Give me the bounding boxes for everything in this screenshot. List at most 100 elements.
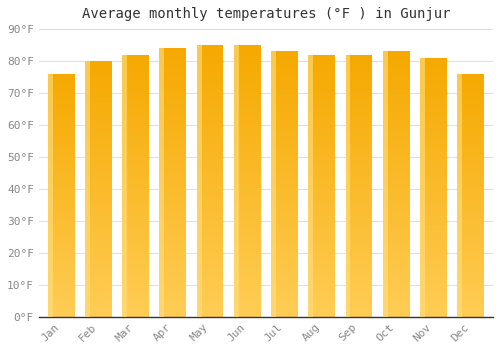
Bar: [271, 106, 298, 107]
Bar: [234, 84, 260, 86]
Bar: [196, 75, 224, 76]
Bar: [85, 263, 112, 264]
Bar: [122, 70, 149, 72]
Bar: [383, 203, 409, 204]
Bar: [346, 103, 372, 104]
Bar: [346, 102, 372, 103]
Bar: [160, 230, 186, 231]
Bar: [383, 151, 409, 152]
Bar: [308, 308, 335, 309]
Bar: [271, 277, 298, 278]
Bar: [346, 118, 372, 119]
Bar: [48, 121, 74, 122]
Bar: [346, 211, 372, 212]
Bar: [85, 253, 112, 254]
Bar: [234, 114, 260, 116]
Bar: [85, 286, 112, 287]
Bar: [196, 52, 224, 53]
Bar: [160, 124, 186, 125]
Bar: [85, 264, 112, 266]
Bar: [85, 281, 112, 282]
Bar: [122, 271, 149, 272]
Bar: [420, 301, 447, 302]
Bar: [420, 97, 447, 98]
Bar: [308, 140, 335, 141]
Bar: [85, 314, 112, 316]
Bar: [48, 110, 74, 112]
Bar: [48, 224, 74, 226]
Bar: [271, 148, 298, 149]
Bar: [383, 199, 409, 200]
Bar: [458, 201, 484, 203]
Bar: [346, 187, 372, 188]
Bar: [383, 144, 409, 146]
Bar: [196, 261, 224, 262]
Bar: [85, 222, 112, 223]
Bar: [308, 56, 335, 57]
Bar: [122, 149, 149, 150]
Bar: [48, 259, 74, 260]
Bar: [196, 161, 224, 162]
Bar: [234, 144, 260, 146]
Bar: [458, 159, 484, 160]
Bar: [383, 305, 409, 306]
Bar: [383, 253, 409, 254]
Bar: [383, 138, 409, 139]
Bar: [48, 299, 74, 300]
Bar: [346, 95, 372, 97]
Bar: [160, 258, 186, 259]
Bar: [48, 261, 74, 262]
Bar: [85, 96, 112, 97]
Bar: [346, 149, 372, 150]
Bar: [160, 51, 186, 52]
Bar: [234, 45, 238, 317]
Bar: [122, 163, 149, 165]
Bar: [383, 78, 409, 79]
Bar: [122, 213, 149, 215]
Bar: [308, 280, 335, 281]
Bar: [160, 285, 186, 286]
Bar: [48, 104, 74, 105]
Bar: [160, 309, 186, 310]
Bar: [196, 244, 224, 245]
Bar: [160, 204, 186, 205]
Bar: [234, 204, 260, 205]
Bar: [48, 171, 74, 172]
Bar: [196, 124, 224, 125]
Bar: [271, 162, 298, 163]
Bar: [383, 234, 409, 236]
Bar: [160, 125, 186, 126]
Bar: [458, 94, 484, 96]
Bar: [383, 208, 409, 209]
Bar: [346, 204, 372, 205]
Bar: [48, 249, 74, 250]
Bar: [122, 152, 149, 153]
Bar: [234, 124, 260, 125]
Bar: [160, 148, 186, 149]
Bar: [85, 80, 112, 82]
Bar: [122, 148, 149, 149]
Bar: [458, 79, 484, 80]
Bar: [308, 145, 335, 146]
Bar: [458, 217, 484, 218]
Bar: [383, 277, 409, 278]
Bar: [160, 265, 186, 266]
Bar: [383, 103, 409, 105]
Bar: [160, 314, 186, 315]
Bar: [383, 79, 409, 80]
Bar: [383, 201, 409, 203]
Bar: [308, 107, 335, 108]
Bar: [85, 188, 112, 189]
Bar: [271, 51, 276, 317]
Bar: [48, 189, 74, 190]
Bar: [234, 102, 260, 104]
Bar: [271, 192, 298, 194]
Bar: [160, 252, 186, 254]
Bar: [271, 196, 298, 197]
Bar: [271, 278, 298, 280]
Bar: [196, 170, 224, 172]
Bar: [234, 201, 260, 203]
Bar: [196, 125, 224, 127]
Bar: [234, 154, 260, 155]
Bar: [48, 262, 74, 263]
